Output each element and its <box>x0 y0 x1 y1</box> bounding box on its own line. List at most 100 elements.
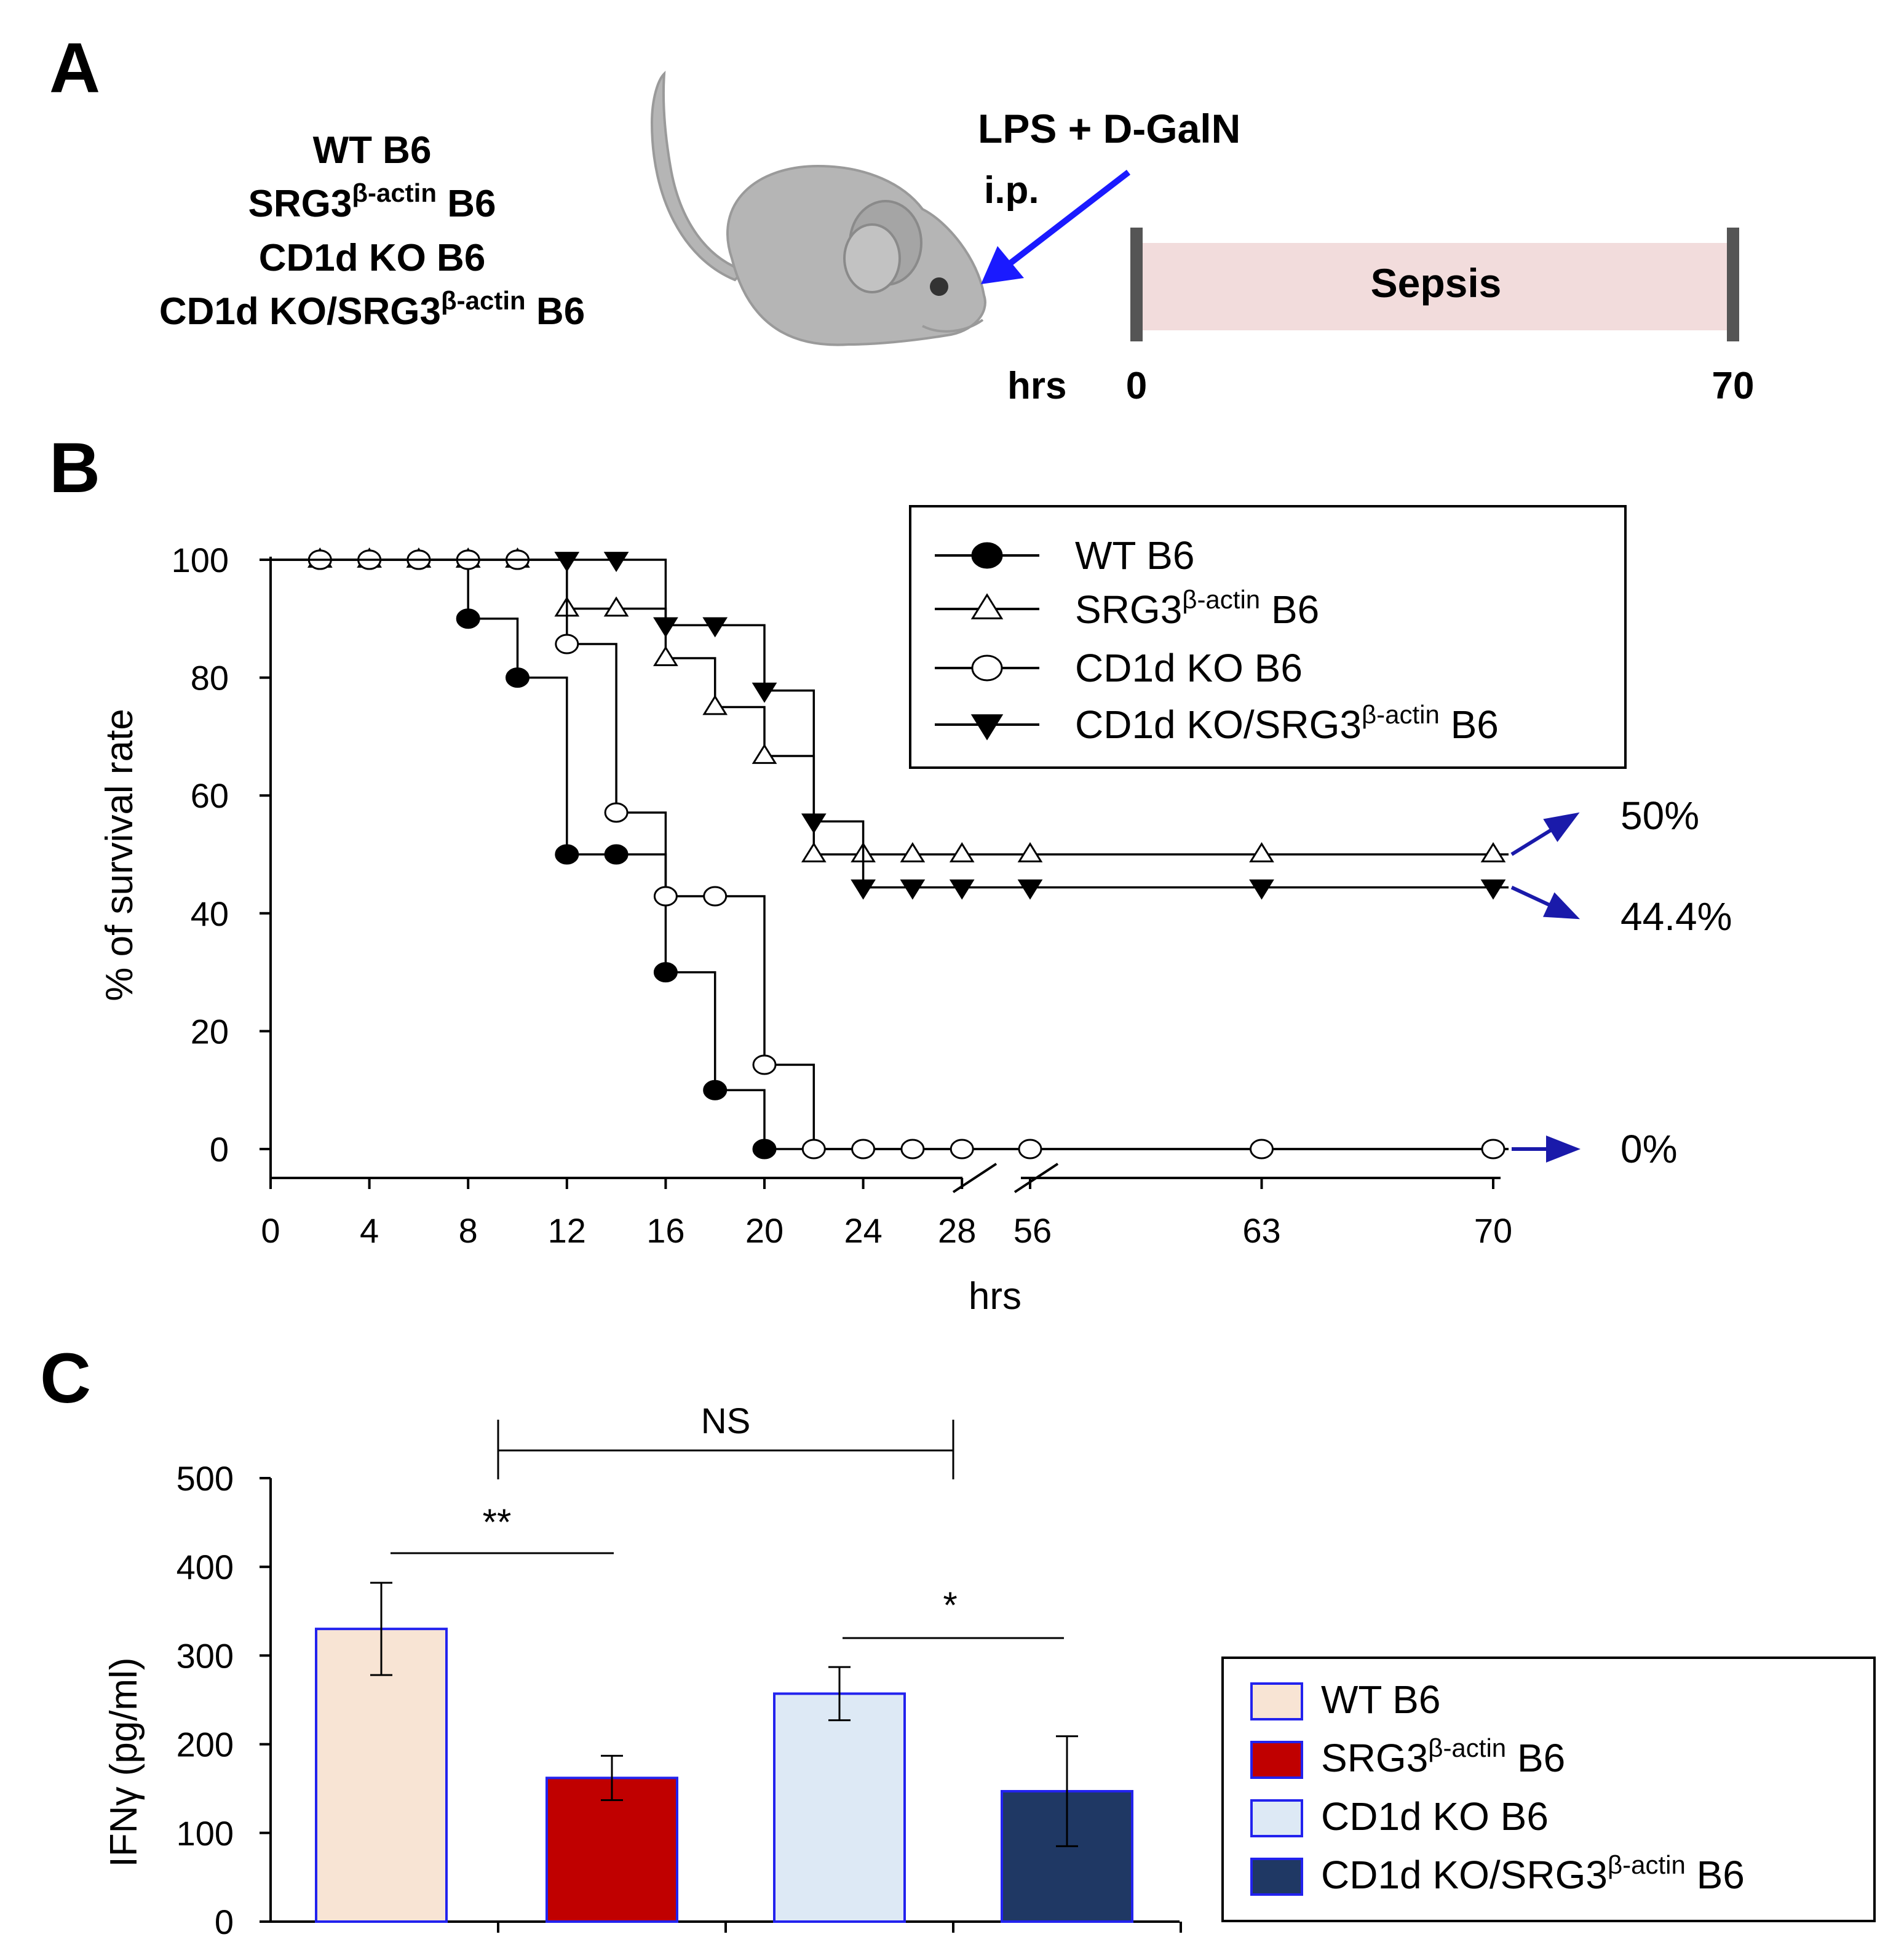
survival-endpoints: 50% 44.4% 0% <box>1510 794 1732 1171</box>
survival-point-srg3 <box>900 842 926 862</box>
survival-point-cd1d-ko-srg3 <box>603 552 629 572</box>
survival-y-tick-label: 100 <box>172 541 229 579</box>
survival-x-tick-label: 20 <box>745 1211 783 1250</box>
bar-legend-box <box>1221 1657 1876 1922</box>
strain-wt: WT B6 <box>313 129 432 172</box>
sepsis-label: Sepsis <box>1371 260 1502 306</box>
panel-b: B 0 20 40 60 80 100 0 4 8 12 16 20 24 28 56 63 70 50% 44.… <box>49 429 1732 1318</box>
significance-label: NS <box>701 1401 751 1441</box>
endpoint-arrow: 44.4% <box>1510 885 1732 939</box>
endpoint-arrow-head <box>1546 1136 1581 1163</box>
bar-rect-srg3 <box>545 1776 678 1923</box>
survival-point-cd1d-ko <box>1018 1139 1042 1159</box>
legend-b-srg3: SRG3β-actin B6 <box>1075 585 1319 632</box>
survival-point-cd1d-ko <box>801 1139 826 1159</box>
survival-point-cd1d-ko <box>555 634 579 654</box>
significance-label: * <box>943 1585 957 1626</box>
bar-legend: WT B6 SRG3β-actin B6 CD1d KO B6 CD1d KO/… <box>1221 1657 1876 1922</box>
bar-y-tick-label: 400 <box>177 1548 234 1586</box>
timeline-end-marker <box>1727 228 1739 341</box>
survival-axes: 0 20 40 60 80 100 0 4 8 12 16 20 24 28 56 63 70 <box>172 541 1513 1250</box>
bars <box>315 1581 1133 1923</box>
significance-label: ** <box>483 1502 512 1543</box>
survival-point-cd1d-ko-srg3 <box>851 879 876 900</box>
survival-point-cd1d-ko <box>1250 1139 1274 1159</box>
survival-line-cd1d-ko-srg3 <box>269 559 1509 889</box>
timeline-start-label: 0 <box>1126 365 1147 407</box>
timeline-start-marker <box>1130 228 1143 341</box>
panel-b-label: B <box>49 429 100 507</box>
bar-srg3 <box>545 1754 678 1923</box>
endpoint-label: 44.4% <box>1620 894 1732 939</box>
survival-point-cd1d-ko <box>950 1139 974 1159</box>
survival-point-srg3 <box>653 646 678 666</box>
survival-x-tick-label: 8 <box>459 1211 478 1250</box>
significance-wt-vs-srg3: ** <box>391 1502 614 1554</box>
survival-point-cd1d-ko-srg3 <box>1480 879 1506 900</box>
survival-point-cd1d-ko-srg3 <box>970 714 1004 741</box>
legend-c-srg3: SRG3β-actin B6 <box>1321 1733 1565 1780</box>
legend-swatches <box>1250 1682 1303 1896</box>
strain-cd1d-ko: CD1d KO B6 <box>259 237 486 279</box>
survival-point-cd1d-ko-srg3 <box>1017 879 1043 900</box>
survival-point-srg3 <box>1249 842 1274 862</box>
timeline-end-label: 70 <box>1712 365 1755 407</box>
bar-y-axis-label: IFNγ (pg/ml) <box>103 1658 145 1867</box>
bar-axes: 0 100 200 300 400 500 <box>177 1459 1182 1941</box>
survival-point-srg3 <box>1480 842 1506 862</box>
survival-x-tick-label: 70 <box>1474 1211 1512 1250</box>
survival-point-cd1d-ko-srg3 <box>801 813 827 834</box>
legend-c-cd1d-ko: CD1d KO B6 <box>1321 1794 1549 1839</box>
panel-c-label: C <box>40 1339 91 1418</box>
endpoint-arrow: 50% <box>1510 794 1699 856</box>
survival-point-cd1d-ko <box>752 1054 777 1075</box>
survival-point-cd1d-ko-srg3 <box>702 617 728 638</box>
survival-x-tick-label: 16 <box>646 1211 684 1250</box>
legend-markers <box>935 542 1039 741</box>
survival-series-cd1d-ko-srg3 <box>269 552 1509 900</box>
bar-y-tick-label: 500 <box>177 1459 234 1498</box>
survival-x-tick-label: 24 <box>844 1211 882 1250</box>
survival-point-cd1d-ko-srg3 <box>752 682 777 703</box>
survival-point-cd1d-ko <box>851 1139 876 1159</box>
survival-y-tick-label: 20 <box>191 1012 229 1051</box>
bar-y-tick-label: 100 <box>177 1814 234 1853</box>
legend-c-wt: WT B6 <box>1321 1677 1440 1722</box>
mouse-tail <box>650 70 747 282</box>
survival-point-cd1d-ko <box>1481 1139 1505 1159</box>
survival-line-cd1d-ko <box>269 559 1509 1150</box>
survival-point-wt <box>703 1080 728 1100</box>
mouse-ear <box>843 223 901 293</box>
survival-y-tick-label: 60 <box>191 776 229 815</box>
strain-cd1d-ko-srg3: CD1d KO/SRG3β-actin B6 <box>159 286 585 333</box>
legend-b-wt: WT B6 <box>1075 533 1194 578</box>
legend-swatch-cd1d-ko <box>1250 1799 1303 1837</box>
legend-swatch-cd1d-ko-srg3 <box>1250 1858 1303 1896</box>
survival-point-cd1d-ko <box>971 654 1003 682</box>
survival-point-srg3 <box>801 842 827 862</box>
survival-y-tick-label: 0 <box>210 1130 229 1169</box>
sepsis-timeline: Sepsis <box>1130 228 1739 341</box>
survival-point-srg3 <box>1017 842 1043 862</box>
survival-point-cd1d-ko-srg3 <box>949 879 975 900</box>
endpoint-label: 0% <box>1620 1127 1678 1171</box>
survival-series-cd1d-ko <box>269 549 1509 1159</box>
bar-rect-cd1d-ko <box>773 1692 906 1923</box>
endpoint-arrow-head <box>1543 812 1580 842</box>
survival-point-srg3 <box>702 694 728 715</box>
survival-x-tick-label: 56 <box>1013 1211 1052 1250</box>
timeline-unit-label: hrs <box>1007 365 1066 407</box>
legend-c-cd1d-ko-srg3: CD1d KO/SRG3β-actin B6 <box>1321 1850 1745 1897</box>
legend-swatch-srg3 <box>1250 1741 1303 1779</box>
survival-point-wt <box>752 1139 777 1159</box>
panel-a: A WT B6 SRG3β-actin B6 CD1d KO B6 CD1d K… <box>49 29 1754 407</box>
significance-brackets: ***NS <box>391 1401 1064 1639</box>
route-label: i.p. <box>984 169 1039 212</box>
survival-y-tick-label: 40 <box>191 894 229 933</box>
survival-point-cd1d-ko <box>703 886 728 907</box>
bar-y-tick-label: 300 <box>177 1636 234 1675</box>
panel-a-label: A <box>49 29 100 108</box>
mouse-illustration <box>650 70 986 346</box>
mouse-eye <box>930 277 948 296</box>
